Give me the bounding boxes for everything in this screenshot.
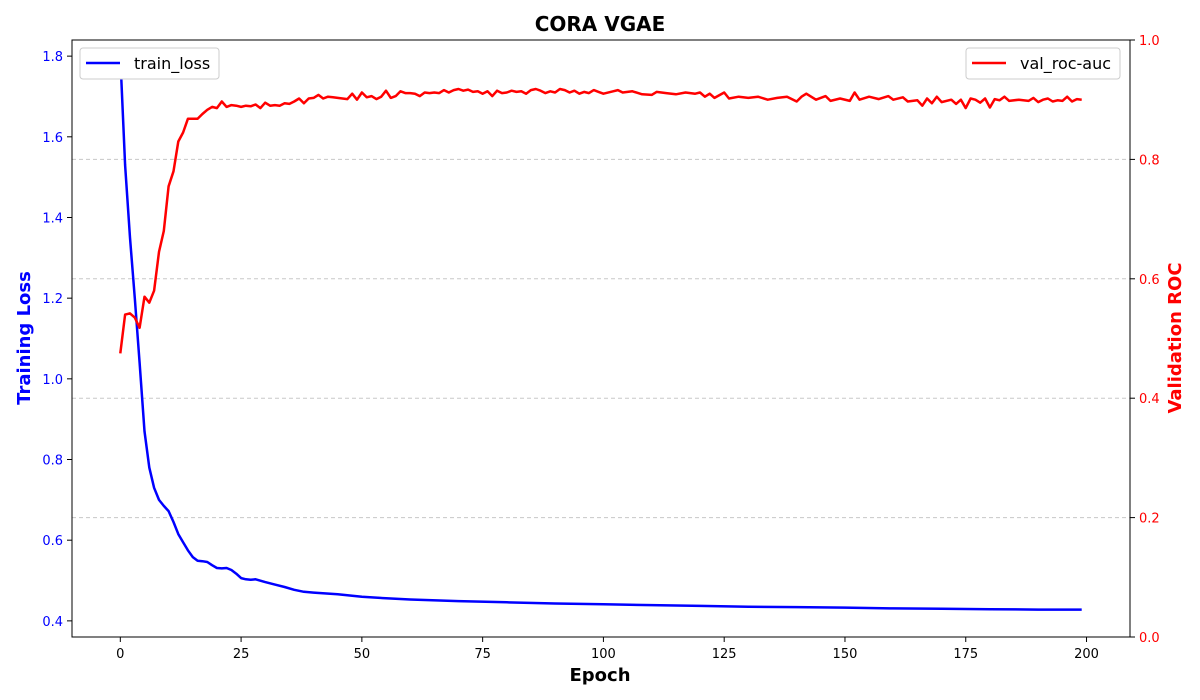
x-axis-label: Epoch	[569, 665, 630, 686]
x-tick-label: 50	[354, 647, 371, 662]
left-y-axis-label: Training Loss	[14, 271, 35, 405]
left-y-tick-label: 0.6	[42, 534, 63, 549]
legend-label-val-roc-auc: val_roc-auc	[1020, 54, 1111, 74]
series-lines	[119, 56, 1082, 611]
left-y-tick-label: 1.2	[42, 292, 63, 307]
x-tick-label: 100	[591, 647, 616, 662]
x-tick-label: 125	[712, 647, 737, 662]
x-tick-label: 0	[116, 647, 124, 662]
left-y-tick-label: 1.8	[42, 50, 63, 65]
series-line-train-loss	[119, 56, 1082, 611]
legend-box	[79, 47, 220, 80]
left-y-tick-label: 1.0	[42, 373, 63, 388]
legend-train-loss: train_loss	[79, 47, 220, 80]
right-y-tick-label: 0.2	[1139, 512, 1160, 527]
x-tick-label: 150	[833, 647, 858, 662]
right-y-tick-label: 1.0	[1139, 34, 1160, 49]
left-y-tick-label: 0.8	[42, 454, 63, 469]
legend-label-train-loss: train_loss	[134, 54, 210, 74]
x-axis-ticks: 0 25 50 75 100 125 150 175 200	[116, 637, 1099, 662]
right-y-tick-label: 0.6	[1139, 273, 1160, 288]
series-line-val-roc-auc	[119, 87, 1082, 354]
left-y-axis-ticks: 0.4 0.6 0.8 1.0 1.2 1.4 1.6 1.8	[42, 50, 72, 630]
left-y-tick-label: 1.4	[42, 211, 63, 226]
chart-title: CORA VGAE	[535, 12, 666, 36]
right-y-axis-ticks: 0.0 0.2 0.4 0.6 0.8 1.0	[1130, 34, 1160, 646]
left-y-tick-label: 1.6	[42, 131, 63, 146]
plot-area-frame	[71, 39, 1131, 638]
right-y-axis-label: Validation ROC	[1165, 262, 1186, 413]
x-tick-label: 25	[233, 647, 250, 662]
right-y-tick-label: 0.0	[1139, 631, 1160, 646]
right-y-tick-label: 0.4	[1139, 392, 1160, 407]
x-tick-label: 200	[1074, 647, 1099, 662]
legend-val-roc-auc: val_roc-auc	[965, 47, 1121, 80]
left-y-tick-label: 0.4	[42, 615, 63, 630]
x-tick-label: 175	[953, 647, 978, 662]
x-tick-label: 75	[474, 647, 491, 662]
grid-lines	[72, 158, 1130, 519]
legend-box	[965, 47, 1121, 80]
right-y-tick-label: 0.8	[1139, 153, 1160, 168]
